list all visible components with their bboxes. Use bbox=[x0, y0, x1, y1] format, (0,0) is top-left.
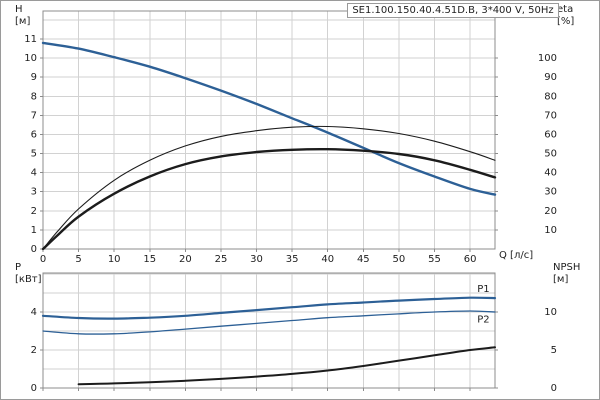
svg-text:40: 40 bbox=[321, 254, 334, 265]
svg-text:P2: P2 bbox=[477, 314, 489, 325]
svg-text:80: 80 bbox=[544, 91, 557, 102]
svg-text:70: 70 bbox=[544, 110, 557, 121]
svg-text:2: 2 bbox=[31, 206, 37, 217]
svg-text:2: 2 bbox=[31, 345, 37, 356]
power-axis-name: P bbox=[15, 262, 22, 273]
eta-axis-name: eta bbox=[557, 4, 574, 15]
svg-text:60: 60 bbox=[544, 129, 557, 140]
svg-text:4: 4 bbox=[31, 168, 37, 179]
flow-axis-title: Q [л/с] bbox=[499, 250, 534, 261]
svg-text:0: 0 bbox=[31, 383, 37, 394]
svg-text:4: 4 bbox=[31, 307, 37, 318]
svg-text:0: 0 bbox=[31, 244, 37, 255]
svg-text:9: 9 bbox=[31, 72, 37, 83]
svg-text:15: 15 bbox=[143, 254, 156, 265]
svg-text:1: 1 bbox=[31, 225, 37, 236]
pump-model-title-box: SE1.100.150.40.4.51D.B, 3*400 V, 50Hz bbox=[347, 3, 559, 18]
svg-text:30: 30 bbox=[250, 254, 263, 265]
npsh-axis-title: NPSH [м] bbox=[553, 262, 580, 286]
svg-text:7: 7 bbox=[31, 110, 37, 121]
eta-axis-title: eta [%] bbox=[557, 4, 574, 28]
svg-text:50: 50 bbox=[544, 149, 557, 160]
svg-text:0: 0 bbox=[40, 254, 46, 265]
svg-text:8: 8 bbox=[31, 91, 37, 102]
npsh-axis-unit: [м] bbox=[553, 274, 569, 285]
svg-text:55: 55 bbox=[428, 254, 441, 265]
svg-text:6: 6 bbox=[31, 129, 37, 140]
svg-text:25: 25 bbox=[215, 254, 228, 265]
svg-text:5: 5 bbox=[31, 149, 37, 160]
head-axis-title: H [м] bbox=[15, 4, 30, 28]
svg-text:10: 10 bbox=[24, 53, 37, 64]
eta-axis-unit: [%] bbox=[557, 16, 575, 27]
npsh-axis-name: NPSH bbox=[553, 262, 581, 273]
svg-text:30: 30 bbox=[544, 187, 557, 198]
svg-text:10: 10 bbox=[544, 225, 557, 236]
svg-text:20: 20 bbox=[179, 254, 192, 265]
svg-text:11: 11 bbox=[24, 34, 37, 45]
svg-text:40: 40 bbox=[544, 168, 557, 179]
svg-text:3: 3 bbox=[31, 187, 37, 198]
svg-text:5: 5 bbox=[75, 254, 81, 265]
svg-text:10: 10 bbox=[108, 254, 121, 265]
svg-text:P1: P1 bbox=[477, 284, 489, 295]
svg-text:90: 90 bbox=[544, 72, 557, 83]
svg-text:50: 50 bbox=[393, 254, 406, 265]
svg-text:10: 10 bbox=[544, 307, 557, 318]
power-axis-unit: [кВт] bbox=[15, 274, 42, 285]
svg-text:35: 35 bbox=[286, 254, 299, 265]
pump-model-title: SE1.100.150.40.4.51D.B, 3*400 V, 50Hz bbox=[352, 5, 554, 16]
head-axis-name: H bbox=[15, 4, 23, 15]
power-axis-title: P [кВт] bbox=[15, 262, 42, 286]
svg-text:20: 20 bbox=[544, 206, 557, 217]
svg-text:45: 45 bbox=[357, 254, 370, 265]
svg-text:60: 60 bbox=[464, 254, 477, 265]
head-axis-unit: [м] bbox=[15, 16, 31, 27]
svg-text:100: 100 bbox=[538, 53, 557, 64]
svg-text:0: 0 bbox=[551, 383, 557, 394]
svg-text:5: 5 bbox=[551, 345, 557, 356]
